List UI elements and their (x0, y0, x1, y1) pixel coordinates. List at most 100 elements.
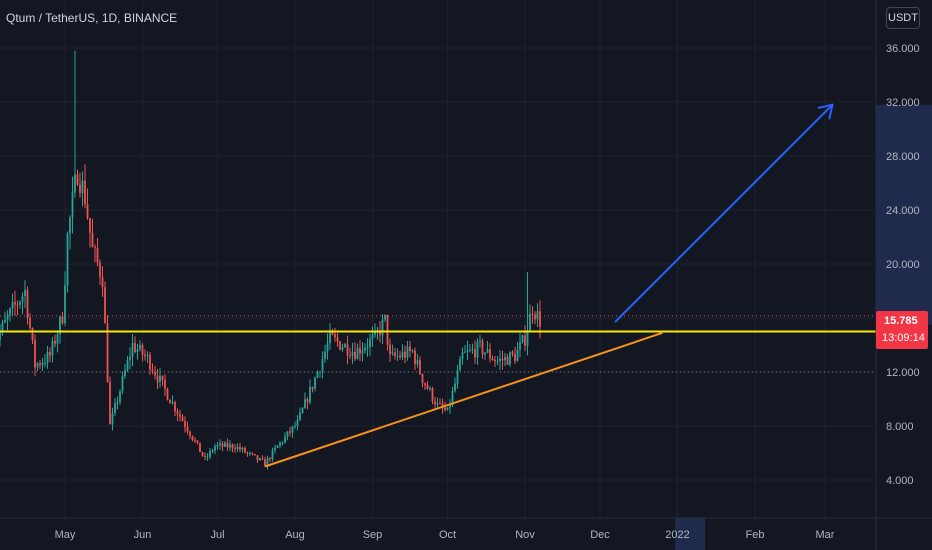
candle-body (309, 386, 311, 403)
candle-body (54, 340, 56, 344)
candle-body (481, 340, 484, 355)
candle-body (246, 452, 249, 454)
candle-body (141, 344, 144, 355)
y-tick-label: 28.000 (886, 151, 920, 163)
candle-body (41, 362, 44, 366)
candle-body (516, 349, 519, 362)
candle-body (524, 335, 526, 346)
candle-body (199, 442, 201, 453)
candle-body (429, 388, 431, 390)
candle-body (211, 450, 214, 452)
candle-body (244, 448, 246, 453)
candle-body (436, 403, 439, 405)
candle-body (411, 350, 414, 352)
projection-arrow-head (828, 103, 834, 120)
candle-body (76, 174, 79, 185)
candle-body (456, 370, 459, 384)
candle-body (124, 370, 126, 377)
candle-body (406, 346, 409, 358)
candle-body (489, 349, 491, 359)
candle-body (539, 311, 541, 327)
candle-body (239, 446, 241, 450)
currency-button[interactable]: USDT (886, 7, 920, 29)
candle-body (111, 413, 114, 425)
candle-body (121, 376, 124, 392)
candle-body (94, 247, 96, 249)
candle-body (219, 443, 221, 446)
x-tick-label: May (55, 529, 76, 541)
y-tick-label: 4.000 (886, 475, 914, 487)
x-tick-label: 2022 (665, 529, 689, 541)
candle-body (521, 335, 524, 342)
candle-body (204, 455, 206, 457)
projection-arrow-head (817, 103, 834, 109)
candle-body (209, 450, 211, 457)
candle-body (189, 431, 191, 436)
candle-body (99, 262, 101, 277)
x-tick-label: Oct (439, 529, 456, 541)
candle-body (276, 445, 279, 448)
candle-body (381, 319, 384, 336)
candle-body (326, 343, 329, 352)
candle-body (229, 444, 231, 448)
projection-arrow[interactable] (614, 103, 834, 323)
candle-body (89, 217, 91, 233)
candle-body (426, 384, 429, 389)
candle-body (159, 375, 161, 383)
candle-body (374, 330, 376, 335)
candle-body (269, 458, 271, 460)
candle-body (451, 390, 454, 406)
candle-body (1, 322, 4, 332)
candle-body (84, 180, 86, 204)
candle-body (196, 440, 199, 443)
candle-body (176, 411, 179, 415)
candle-body (444, 407, 446, 410)
candle-body (389, 344, 391, 354)
trend-line[interactable] (264, 331, 663, 468)
x-tick-label: Nov (515, 529, 535, 541)
candle-body (361, 350, 364, 354)
candle-body (479, 340, 481, 342)
candle-body (281, 442, 284, 444)
candle-body (504, 356, 506, 361)
candle-body (461, 352, 464, 359)
candle-body (39, 363, 41, 366)
candle-body (81, 180, 84, 194)
candle-body (116, 401, 119, 404)
candle-body (301, 408, 304, 413)
candle-body (186, 426, 189, 432)
candle-body (341, 347, 344, 350)
candle-body (129, 356, 131, 360)
candle-body (104, 287, 106, 324)
candle-body (259, 458, 261, 461)
candle-body (79, 184, 81, 194)
candle-body (4, 319, 6, 323)
candle-body (144, 354, 146, 356)
candle-body (179, 414, 181, 417)
candle-body (194, 439, 196, 441)
candle-body (466, 350, 469, 352)
candle-body (251, 452, 254, 454)
candle-body (344, 344, 346, 348)
candle-body (146, 354, 149, 356)
candle-body (114, 403, 116, 414)
candle-body (119, 391, 121, 402)
candle-body (501, 358, 504, 361)
candle-body (414, 350, 416, 365)
candle-body (314, 377, 316, 389)
candle-body (64, 285, 66, 324)
candle-body (271, 450, 274, 460)
candle-body (44, 362, 46, 364)
candle-body (486, 349, 489, 353)
candle-body (511, 352, 514, 355)
x-tick-label: Feb (746, 529, 765, 541)
candle-body (56, 334, 59, 344)
candle-body (284, 436, 286, 443)
candle-body (126, 359, 129, 371)
candle-body (379, 330, 381, 336)
candle-body (161, 375, 164, 380)
candle-body (499, 358, 501, 362)
candle-body (181, 416, 184, 422)
